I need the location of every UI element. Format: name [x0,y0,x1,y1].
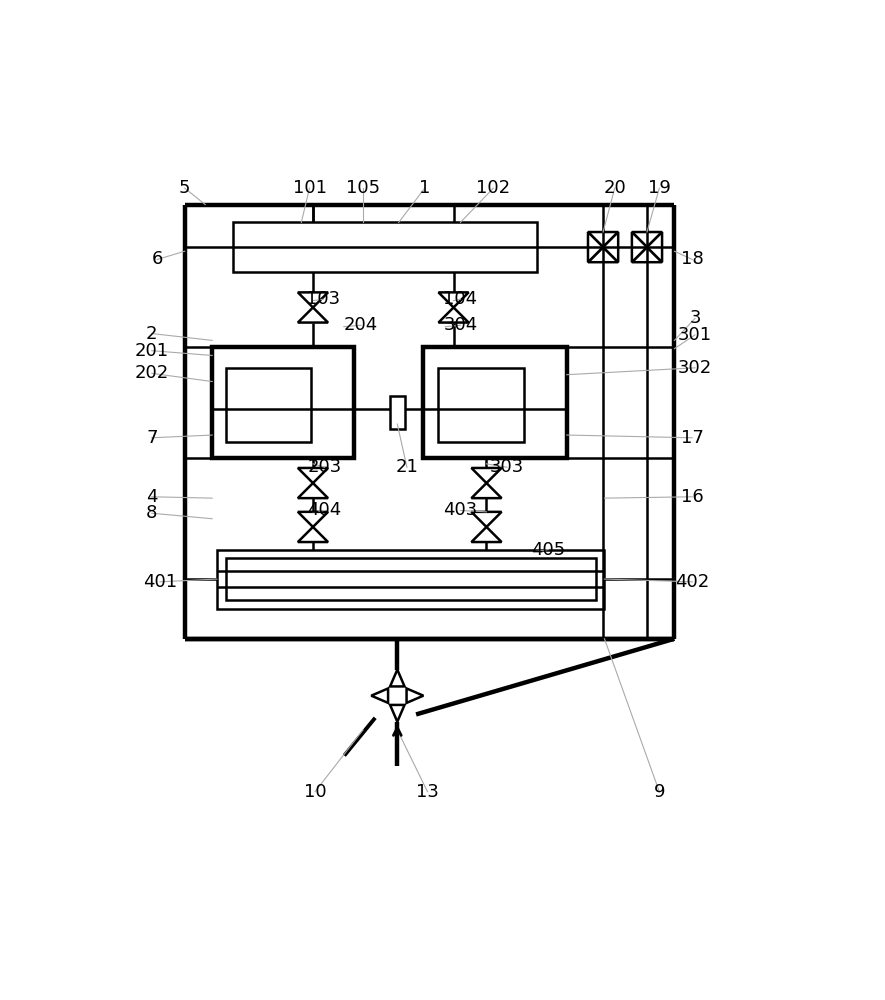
Polygon shape [298,527,328,542]
Text: 401: 401 [143,573,177,591]
Text: 7: 7 [146,429,158,447]
Text: 302: 302 [678,359,712,377]
Text: 204: 204 [344,316,378,334]
Bar [217,550,604,609]
Bar [226,368,311,442]
Text: 203: 203 [307,458,342,476]
Polygon shape [298,307,328,323]
Text: 404: 404 [307,501,342,519]
Polygon shape [298,483,328,498]
Polygon shape [588,232,618,247]
Text: 1: 1 [419,179,430,197]
Text: 18: 18 [681,250,704,268]
Polygon shape [438,307,469,323]
Polygon shape [406,688,423,703]
Polygon shape [588,232,603,262]
Text: 403: 403 [443,501,478,519]
Text: 19: 19 [648,179,671,197]
Text: 405: 405 [531,541,566,559]
Text: 10: 10 [304,783,327,801]
Polygon shape [298,292,328,307]
Bar [389,396,404,429]
Text: 304: 304 [443,316,478,334]
Text: 301: 301 [678,326,712,344]
Polygon shape [632,232,662,247]
Text: 101: 101 [293,179,327,197]
Polygon shape [472,527,502,542]
Text: 16: 16 [681,488,704,506]
Bar [438,368,524,442]
Text: 8: 8 [146,504,158,522]
Polygon shape [647,232,662,262]
Text: 21: 21 [396,458,419,476]
Polygon shape [472,468,502,483]
Text: 102: 102 [476,179,511,197]
Text: 20: 20 [604,179,626,197]
Polygon shape [298,512,328,527]
Text: 6: 6 [151,250,163,268]
Text: 201: 201 [135,342,169,360]
Text: 202: 202 [135,364,169,382]
Text: 4: 4 [146,488,158,506]
Text: 103: 103 [306,290,341,308]
Polygon shape [632,232,647,262]
Text: 303: 303 [490,458,524,476]
Polygon shape [438,292,469,307]
Polygon shape [472,483,502,498]
Polygon shape [390,670,404,686]
Bar [233,222,537,272]
Polygon shape [588,247,618,262]
Text: 105: 105 [346,179,380,197]
Polygon shape [298,468,328,483]
Text: 3: 3 [689,309,701,327]
Text: 2: 2 [146,325,158,343]
Text: 17: 17 [681,429,704,447]
Polygon shape [632,247,662,262]
Bar [423,347,566,458]
Text: 5: 5 [179,179,190,197]
Polygon shape [472,512,502,527]
Bar [226,558,596,600]
Text: 104: 104 [443,290,478,308]
Polygon shape [372,688,389,703]
Polygon shape [603,232,618,262]
Text: 13: 13 [416,783,439,801]
Text: 402: 402 [675,573,710,591]
Bar [212,347,354,458]
Text: 9: 9 [654,783,665,801]
Polygon shape [390,705,404,722]
